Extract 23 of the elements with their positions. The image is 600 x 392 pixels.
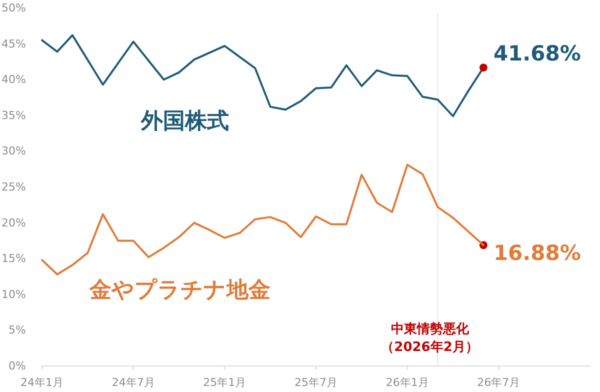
y-tick-label: 25% [2, 180, 26, 194]
annotation: （2026年2月） [381, 340, 478, 355]
x-tick-label: 26年1月 [386, 376, 429, 389]
y-tick-label: 50% [2, 2, 26, 14]
y-tick-label: 20% [2, 216, 26, 230]
x-tick-label: 24年1月 [20, 376, 64, 389]
annotation: 16.88% [493, 241, 581, 266]
x-tick-label: 26年7月 [477, 376, 520, 389]
y-tick-label: 40% [2, 73, 26, 86]
y-tick-label: 5% [8, 324, 26, 337]
series-label: 外国株式 [140, 109, 229, 134]
series-label: 金やプラチナ地金 [88, 278, 270, 303]
y-tick-label: 15% [2, 252, 26, 266]
y-tick-label: 45% [2, 37, 26, 50]
x-tick-label: 25年7月 [294, 376, 338, 389]
x-tick-label: 24年7月 [112, 376, 155, 389]
x-tick-label: 25年1月 [203, 376, 246, 389]
ref-line-label: 中東情勢悪化 [390, 321, 470, 337]
y-tick-label: 30% [2, 144, 26, 158]
y-tick-label: 0% [8, 360, 26, 372]
y-tick-label: 10% [2, 288, 26, 301]
annotation: 41.68% [493, 42, 581, 66]
y-tick-label: 35% [2, 108, 26, 122]
